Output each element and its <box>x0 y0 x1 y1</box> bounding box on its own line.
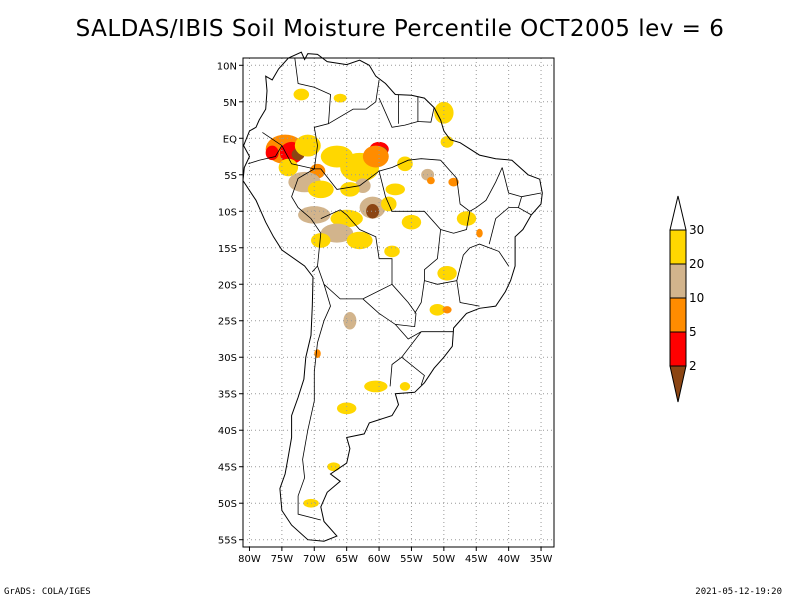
country-borders <box>248 57 542 521</box>
legend-label: 10 <box>689 291 704 305</box>
legend-label: 30 <box>689 223 704 237</box>
lon-tick-label: 80W <box>238 554 261 565</box>
moisture-patch-bin-20-30 <box>293 88 310 101</box>
lat-tick-label: 15S <box>218 244 237 255</box>
map-frame <box>242 57 555 548</box>
color-legend: 30 20 10 5 2 <box>669 195 704 403</box>
lat-tick-label: 20S <box>218 280 237 291</box>
legend-label: 2 <box>689 359 697 373</box>
map-title: SALDAS/IBIS Soil Moisture Percentile OCT… <box>75 16 725 42</box>
moisture-patch-bin-5-10 <box>448 177 459 187</box>
moisture-patch-bin-20-30 <box>437 266 457 281</box>
lat-tick-label: 5S <box>224 171 237 182</box>
lat-tick-label: 10N <box>217 61 237 72</box>
lon-tick-label: 50W <box>433 554 456 565</box>
moisture-patch-bin-20-30 <box>311 233 331 248</box>
moisture-patch-bin-5-10 <box>476 228 483 238</box>
legend-swatch-bin-2-5 <box>669 331 687 367</box>
moisture-patch-bin-20-30 <box>364 380 388 393</box>
legend-label: 5 <box>689 325 697 339</box>
lon-tick-label: 40W <box>497 554 520 565</box>
lon-tick-label: 55W <box>400 554 423 565</box>
moisture-patch-bin-20-30 <box>327 462 341 472</box>
moisture-patch-bin-2 <box>366 203 380 219</box>
footer-timestamp: 2021-05-12-19:20 <box>695 587 782 597</box>
lat-tick-label: 40S <box>218 426 237 437</box>
lon-tick-label: 65W <box>335 554 358 565</box>
lat-tick-label: 45S <box>218 463 237 474</box>
lon-tick-label: 60W <box>368 554 391 565</box>
legend-label: 20 <box>689 257 704 271</box>
lat-tick-label: EQ <box>223 134 237 145</box>
lon-tick-label: 35W <box>530 554 553 565</box>
moisture-patch-bin-5-10 <box>427 176 435 185</box>
legend-swatch-bin-5-10 <box>669 297 687 333</box>
moisture-patch-bin-20-30 <box>346 231 373 250</box>
moisture-patch-bin-20-30 <box>336 402 357 415</box>
lat-lon-gridlines <box>243 58 554 547</box>
moisture-patch-bin-10-20 <box>343 311 357 330</box>
moisture-patch-bin-5-10 <box>442 306 452 314</box>
lat-tick-label: 35S <box>218 390 237 401</box>
lat-tick-label: 5N <box>223 98 237 109</box>
moisture-patch-bin-20-30 <box>434 101 454 124</box>
moisture-patch-bin-20-30 <box>333 93 347 103</box>
moisture-patch-bin-5-10 <box>314 349 321 358</box>
moisture-patch-bin-20-30 <box>278 158 299 177</box>
moisture-patch-bin-20-30 <box>384 245 400 258</box>
lat-tick-label: 50S <box>218 499 237 510</box>
lat-tick-label: 25S <box>218 317 237 328</box>
lon-tick-label: 70W <box>303 554 326 565</box>
legend-swatch-bin-20-30 <box>669 229 687 265</box>
moisture-patch-bin-20-30 <box>385 183 405 196</box>
legend-arrow-top <box>669 195 687 231</box>
south-america-coastline <box>242 51 543 542</box>
soil-moisture-patches <box>265 88 483 508</box>
moisture-patch-bin-20-30 <box>294 134 321 157</box>
axis-ticks: 80W 75W 70W 65W 60W 55W 50W 45W 40W 35W 10N 5N EQ 5S 1… <box>217 61 553 565</box>
lat-tick-label: 10S <box>218 207 237 218</box>
lon-tick-label: 45W <box>465 554 488 565</box>
legend-swatch-bin-10-20 <box>669 263 687 299</box>
moisture-patch-bin-20-30 <box>399 382 411 391</box>
moisture-patch-bin-20-30 <box>340 182 360 197</box>
lat-tick-label: 30S <box>218 353 237 364</box>
moisture-patch-bin-20-30 <box>456 211 477 226</box>
moisture-patch-bin-20-30 <box>307 180 334 199</box>
lat-tick-label: 55S <box>218 536 237 547</box>
legend-arrow-bottom <box>669 365 687 403</box>
moisture-patch-bin-20-30 <box>429 303 446 316</box>
footer-credit: GrADS: COLA/IGES <box>4 587 91 597</box>
moisture-patch-bin-5-10 <box>362 145 389 168</box>
lon-tick-label: 75W <box>271 554 294 565</box>
